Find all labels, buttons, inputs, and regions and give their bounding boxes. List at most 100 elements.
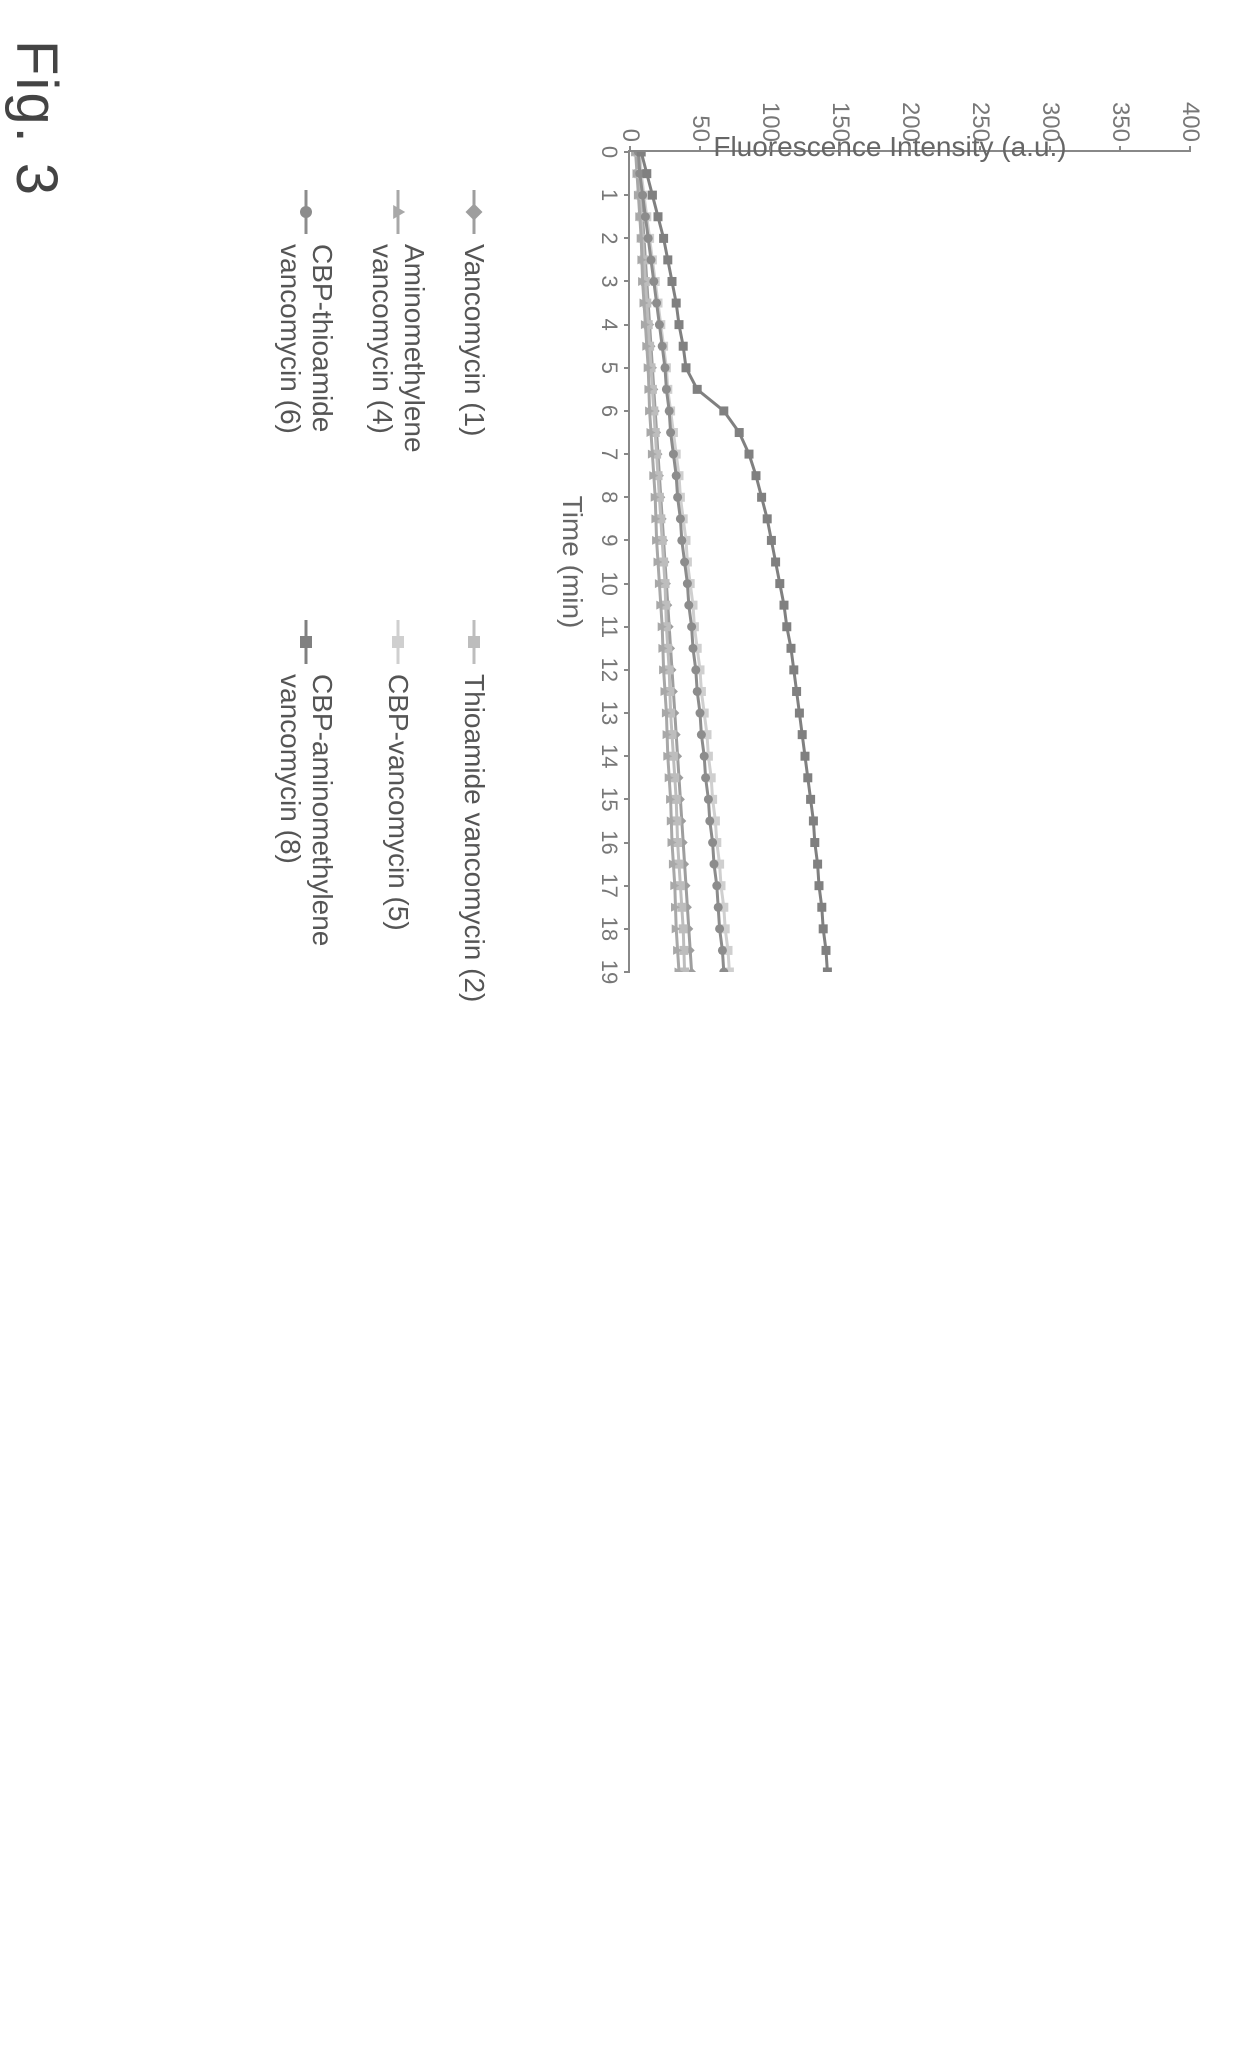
series-marker xyxy=(673,493,682,502)
x-axis-label: Time (min) xyxy=(556,496,588,629)
plot-area: Fluorescence Intensity (a.u.) Time (min)… xyxy=(628,150,1190,972)
y-tick-label: 100 xyxy=(756,92,784,142)
series-marker xyxy=(680,558,689,567)
series-marker xyxy=(662,385,671,394)
series-marker xyxy=(642,169,651,178)
series-marker xyxy=(641,212,650,221)
legend-item: Vancomycin (1) xyxy=(458,190,490,580)
legend-marker-icon xyxy=(387,620,409,664)
series-marker xyxy=(745,450,754,459)
legend-item: CBP-thioamide vancomycin (6) xyxy=(274,190,338,580)
series-marker xyxy=(649,277,658,286)
series-marker xyxy=(665,406,674,415)
x-tick-label: 2 xyxy=(596,232,622,244)
series-marker xyxy=(809,816,818,825)
series-marker xyxy=(714,903,723,912)
series-marker xyxy=(668,277,677,286)
series-marker xyxy=(693,385,702,394)
legend-label: CBP-thioamide vancomycin (6) xyxy=(274,244,338,580)
legend-marker-icon xyxy=(295,620,317,664)
legend-label: Vancomycin (1) xyxy=(458,244,490,436)
legend-marker-icon xyxy=(463,620,485,664)
series-marker xyxy=(666,428,675,437)
legend-item: CBP-aminomethylene vancomycin (8) xyxy=(274,620,338,1010)
y-tick-label: 350 xyxy=(1106,92,1134,142)
series-marker xyxy=(675,320,684,329)
x-tick-label: 6 xyxy=(596,405,622,417)
y-tick-label: 150 xyxy=(826,92,854,142)
series-marker xyxy=(819,924,828,933)
series-marker xyxy=(659,234,668,243)
chart-container: Fluorescence Intensity (a.u.) Time (min)… xyxy=(0,60,1210,1010)
y-tick-label: 200 xyxy=(896,92,924,142)
y-tick-label: 0 xyxy=(616,92,644,142)
series-marker xyxy=(682,363,691,372)
legend-label: Thioamide vancomycin (2) xyxy=(458,674,490,1002)
series-marker xyxy=(806,795,815,804)
series-marker xyxy=(712,881,721,890)
x-tick-label: 12 xyxy=(596,658,622,682)
series-marker xyxy=(813,860,822,869)
legend-label: Aminomethylene vancomycin (4) xyxy=(366,244,430,580)
legend-label: CBP-aminomethylene vancomycin (8) xyxy=(274,674,338,1010)
series-marker xyxy=(677,536,686,545)
series-marker xyxy=(658,342,667,351)
x-tick-label: 15 xyxy=(596,787,622,811)
series-marker xyxy=(637,152,646,157)
series-marker xyxy=(823,968,832,973)
x-tick-label: 7 xyxy=(596,448,622,460)
series-marker xyxy=(705,816,714,825)
x-tick-label: 3 xyxy=(596,275,622,287)
series-marker xyxy=(810,838,819,847)
series-marker xyxy=(693,687,702,696)
series-marker xyxy=(654,212,663,221)
series-marker xyxy=(669,450,678,459)
legend-marker-icon xyxy=(295,190,317,234)
y-tick-label: 50 xyxy=(686,92,714,142)
series-marker xyxy=(792,687,801,696)
series-marker xyxy=(696,709,705,718)
x-tick-label: 18 xyxy=(596,917,622,941)
x-tick-label: 8 xyxy=(596,491,622,503)
series-marker xyxy=(780,601,789,610)
x-tick-label: 17 xyxy=(596,873,622,897)
series-marker xyxy=(655,320,664,329)
x-tick-label: 16 xyxy=(596,830,622,854)
series-marker xyxy=(735,428,744,437)
series-marker xyxy=(676,514,685,523)
series-marker xyxy=(700,752,709,761)
series-marker xyxy=(661,363,670,372)
x-tick-label: 19 xyxy=(596,960,622,984)
series-marker xyxy=(767,536,776,545)
series-marker xyxy=(801,752,810,761)
x-tick-label: 14 xyxy=(596,744,622,768)
series-marker xyxy=(663,255,672,264)
series-marker xyxy=(771,558,780,567)
x-tick-label: 5 xyxy=(596,362,622,374)
legend-marker-icon xyxy=(387,190,409,234)
series-marker xyxy=(757,493,766,502)
x-tick-label: 9 xyxy=(596,534,622,546)
series-marker xyxy=(648,191,657,200)
series-marker xyxy=(684,601,693,610)
series-marker xyxy=(817,903,826,912)
series-marker xyxy=(798,730,807,739)
legend-label: CBP-vancomycin (5) xyxy=(382,674,414,931)
y-tick-label: 400 xyxy=(1176,92,1204,142)
series-marker xyxy=(701,773,710,782)
series-marker xyxy=(710,860,719,869)
series-marker xyxy=(689,644,698,653)
series-marker xyxy=(644,234,653,243)
series-marker xyxy=(822,946,831,955)
x-tick-label: 0 xyxy=(596,146,622,158)
series-marker xyxy=(672,299,681,308)
x-tick-label: 11 xyxy=(596,615,622,638)
legend-item: CBP-vancomycin (5) xyxy=(366,620,430,1010)
series-marker xyxy=(787,644,796,653)
series-marker xyxy=(775,579,784,588)
series-marker xyxy=(815,881,824,890)
series-marker xyxy=(708,838,717,847)
series-marker xyxy=(647,255,656,264)
series-marker xyxy=(687,622,696,631)
page: Fig. 3 Fluorescence Intensity (a.u.) Tim… xyxy=(0,0,1240,2070)
